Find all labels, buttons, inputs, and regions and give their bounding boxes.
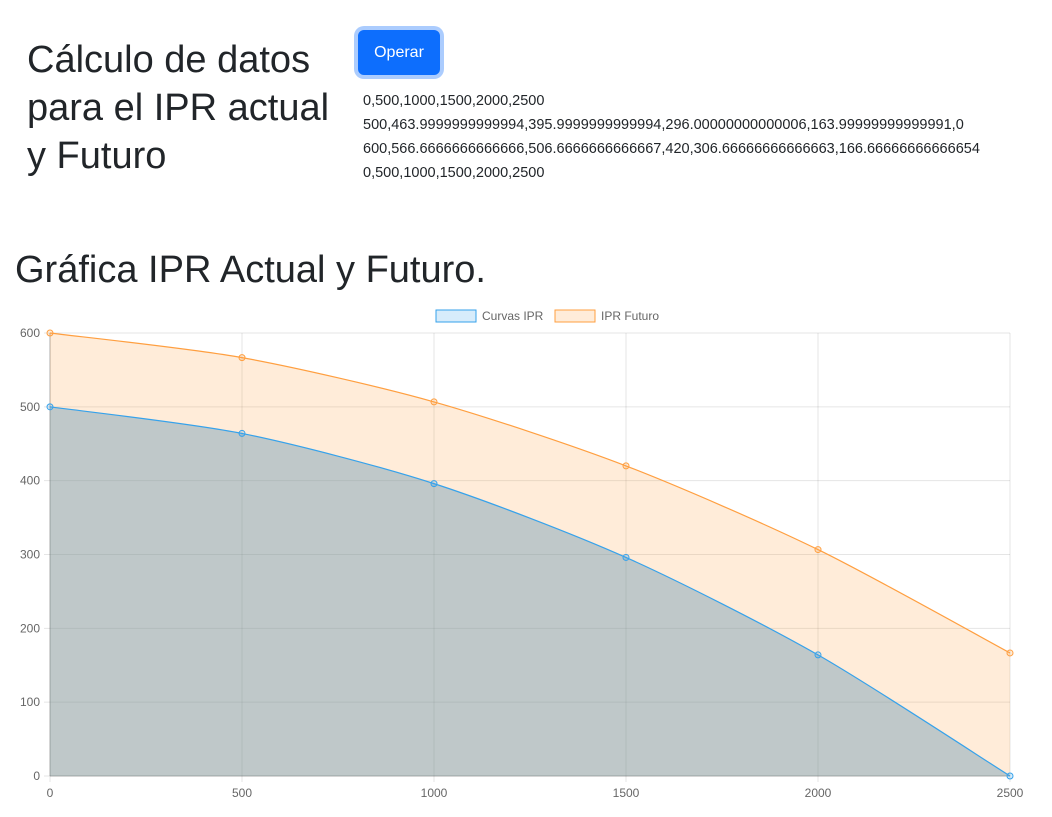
data-point [46,403,54,411]
data-point [238,354,246,362]
y-tick-label: 300 [20,548,40,562]
y-tick-label: 600 [20,326,40,340]
calc-section: Cálculo de datos para el IPR actual y Fu… [0,0,1052,230]
data-point [238,429,246,437]
chart-title: Gráfica IPR Actual y Futuro. [15,249,486,291]
grid-layer [44,332,1011,782]
x-tick-label: 0 [47,786,54,800]
ipr-chart-svg: 0 500 1000 1500 2000 25000100200300400500600 … [20,309,1024,800]
data-point [622,462,630,470]
data-point [430,398,438,406]
ipr-chart: 0 500 1000 1500 2000 2500 0 100 200 300 400 500 600 … [0,300,1052,817]
data-point [622,553,630,561]
x-tick-label: 500 [232,786,252,800]
data-point [1006,649,1014,657]
series-area-0 [50,406,1010,776]
y-tick-label: 500 [20,400,40,414]
chart-legend: Curvas IPR IPR Futuro [435,309,659,323]
series-line-0 [49,406,1011,777]
data-point [430,480,438,488]
data-point [46,329,54,337]
series-area-shade [50,406,1010,776]
data-point [814,546,822,554]
output-line-ipr-futuro: 600,566.6666666666666,506.6666666666667,… [363,141,980,157]
series-line-1 [49,332,1011,654]
output-line-x-repeat: 0,500,1000,1500,2000,2500 [363,165,545,181]
x-tick-label: 2000 [805,786,832,800]
data-point [814,651,822,659]
x-tick-label: 2500 [997,786,1024,800]
results-output: 0,500,1000,1500,2000,2500 500,463.999999… [363,89,1043,185]
y-tick-label: 0 [33,769,40,783]
y-tick-label: 100 [20,695,40,709]
operate-button[interactable]: Operar [358,30,440,75]
tick-layer: 0 500 1000 1500 2000 2500 0 100 200 300 400 500 600 [20,326,1024,800]
legend-swatch-1 [554,309,596,323]
output-line-ipr: 500,463.9999999999994,395.9999999999994,… [363,117,964,133]
x-tick-label: 1000 [421,786,448,800]
line-layer [49,332,1011,777]
y-tick-label: 200 [20,621,40,635]
y-tick-label: 400 [20,474,40,488]
legend-label-1: IPR Futuro [601,309,659,323]
legend-swatch-0 [435,309,477,323]
x-tick-label: 1500 [613,786,640,800]
data-point [1006,772,1014,780]
page-title: Cálculo de datos para el IPR actual y Fu… [27,39,330,177]
point-layer [46,329,1014,780]
legend-label-0: Curvas IPR [482,309,544,323]
output-line-x: 0,500,1000,1500,2000,2500 [363,93,545,109]
